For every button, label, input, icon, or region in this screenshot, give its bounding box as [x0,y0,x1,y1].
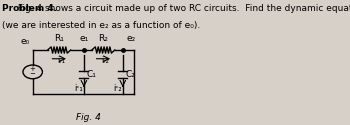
Text: −: − [30,71,36,77]
Text: Fig. 4 shows a circuit made up of two RC circuits.  Find the dynamic equations o: Fig. 4 shows a circuit made up of two RC… [15,4,350,13]
Text: Problem 4.: Problem 4. [2,4,57,13]
Text: iᵣ₂: iᵣ₂ [101,56,109,65]
Text: (we are interested in e₂ as a function of e₀).: (we are interested in e₂ as a function o… [2,21,200,30]
Text: e₁: e₁ [79,34,89,43]
Text: R₁: R₁ [54,34,64,43]
Text: Fig. 4: Fig. 4 [76,114,101,122]
Text: C₁: C₁ [86,70,97,79]
Text: +: + [30,66,36,72]
Text: iᶜ₁: iᶜ₁ [74,84,83,93]
Text: iᵣ₁: iᵣ₁ [57,56,65,65]
Text: R₂: R₂ [98,34,108,43]
Text: e₂: e₂ [126,34,135,43]
Text: iᶜ₂: iᶜ₂ [113,84,122,93]
Text: e₀: e₀ [21,37,30,46]
Text: C₂: C₂ [125,70,135,79]
